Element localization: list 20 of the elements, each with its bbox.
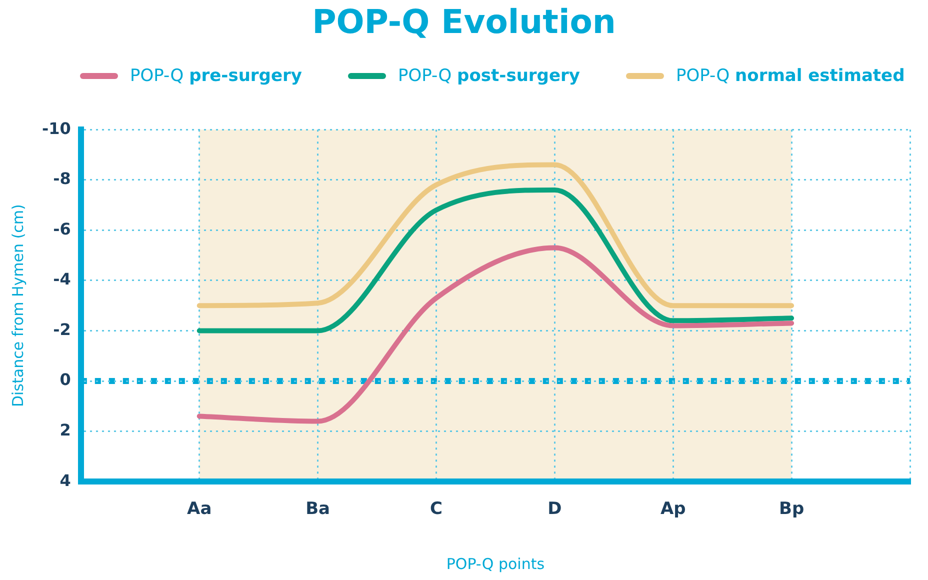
y-tick-label: 4 — [60, 470, 71, 490]
y-tick-label: -2 — [53, 320, 71, 339]
x-axis-title: POP-Q points — [446, 554, 545, 573]
x-tick-label: Bp — [778, 499, 804, 520]
y-tick-label: -10 — [42, 118, 71, 138]
y-tick-label: 0 — [60, 370, 71, 390]
x-tick-label: Ba — [306, 499, 330, 520]
x-tick-label: D — [548, 499, 562, 520]
x-tick-label: Ap — [660, 499, 686, 520]
y-tick-label: 2 — [60, 420, 71, 440]
chart-title: POP-Q Evolution — [311, 2, 617, 41]
y-axis-title: Distance from Hymen (cm) — [8, 204, 27, 408]
x-tick-label: C — [430, 499, 442, 520]
y-tick-label: -6 — [53, 219, 71, 238]
legend-label: POP-Q pre-surgery — [130, 66, 302, 86]
x-tick-label: Aa — [187, 499, 212, 520]
legend-label: POP-Q normal estimated — [676, 66, 905, 86]
legend-label: POP-Q post-surgery — [398, 66, 580, 86]
y-tick-label: -4 — [53, 270, 71, 289]
y-tick-label: -8 — [53, 169, 71, 188]
